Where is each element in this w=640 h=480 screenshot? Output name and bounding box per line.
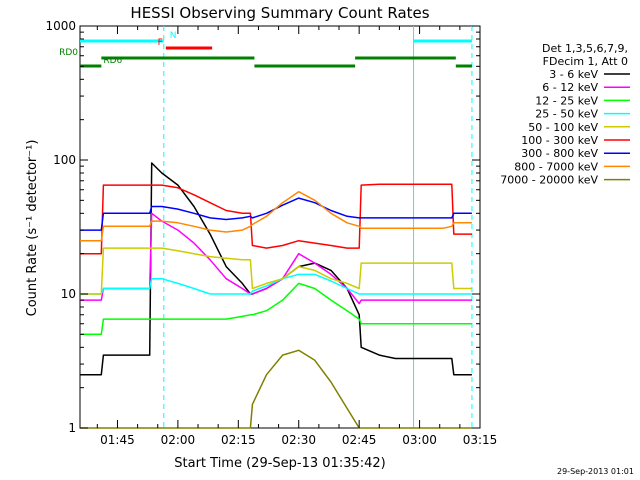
plot-frame: [79, 25, 481, 429]
x-tick-label: 03:15: [463, 433, 498, 447]
flag-label-n: N: [170, 31, 177, 41]
series-line-50-100-kev: [80, 247, 472, 295]
flag-label-rd6: RD6: [103, 56, 122, 66]
series-line-7000-20000-kev: [80, 349, 472, 429]
legend-label: 300 - 800 keV: [521, 147, 598, 160]
x-tick-label: 02:00: [161, 433, 196, 447]
y-tick-label: 100: [53, 153, 76, 167]
x-axis-label: Start Time (29-Sep-13 01:35:42): [174, 456, 385, 471]
legend-label: 25 - 50 keV: [535, 108, 598, 121]
legend-header-line-2: FDecim 1, Att 0: [543, 55, 628, 68]
legend-label: 12 - 25 keV: [535, 94, 598, 107]
flag-label-rd0: RD0: [59, 48, 78, 58]
series-line-300-800-kev: [80, 197, 472, 231]
series-line-100-300-kev: [80, 183, 472, 255]
series-line-800-7000-kev: [80, 190, 472, 242]
legend-header-line-1: Det 1,3,5,6,7,9,: [542, 42, 628, 55]
x-tick-label: 02:30: [281, 433, 316, 447]
legend: Det 1,3,5,6,7,9, FDecim 1, Att 0 3 - 6 k…: [500, 42, 630, 187]
y-axis-label: Count Rate (s⁻¹ detector⁻¹): [25, 140, 40, 317]
legend-label: 6 - 12 keV: [542, 81, 598, 94]
x-axis: 01:45 02:00 02:15 02:30 02:45 03:00 03:15: [96, 26, 498, 447]
flag-label-f: F: [158, 38, 163, 48]
x-tick-label: 02:45: [342, 433, 377, 447]
legend-label: 7000 - 20000 keV: [500, 174, 598, 187]
series-layer: [80, 162, 472, 429]
footer-timestamp: 29-Sep-2013 01:01: [557, 467, 634, 476]
legend-label: 3 - 6 keV: [549, 68, 598, 81]
chart-title: HESSI Observing Summary Count Rates: [130, 4, 429, 22]
x-tick-label: 01:45: [100, 433, 135, 447]
legend-label: 800 - 7000 keV: [514, 160, 598, 173]
series-line-12-25-kev: [80, 282, 472, 336]
y-tick-label: 10: [61, 287, 76, 301]
legend-label: 100 - 300 keV: [521, 134, 598, 147]
legend-label: 50 - 100 keV: [528, 121, 598, 134]
x-tick-label: 02:15: [221, 433, 256, 447]
y-tick-label: 1000: [45, 19, 76, 33]
state-flags: NF RD0 RD6: [59, 31, 472, 68]
interval-markers: [163, 26, 473, 428]
y-tick-label: 1: [68, 421, 76, 435]
y-axis: 1 10 100 1000: [45, 19, 480, 435]
x-tick-label: 03:00: [402, 433, 437, 447]
plot-area: NF RD0 RD6: [59, 25, 481, 429]
